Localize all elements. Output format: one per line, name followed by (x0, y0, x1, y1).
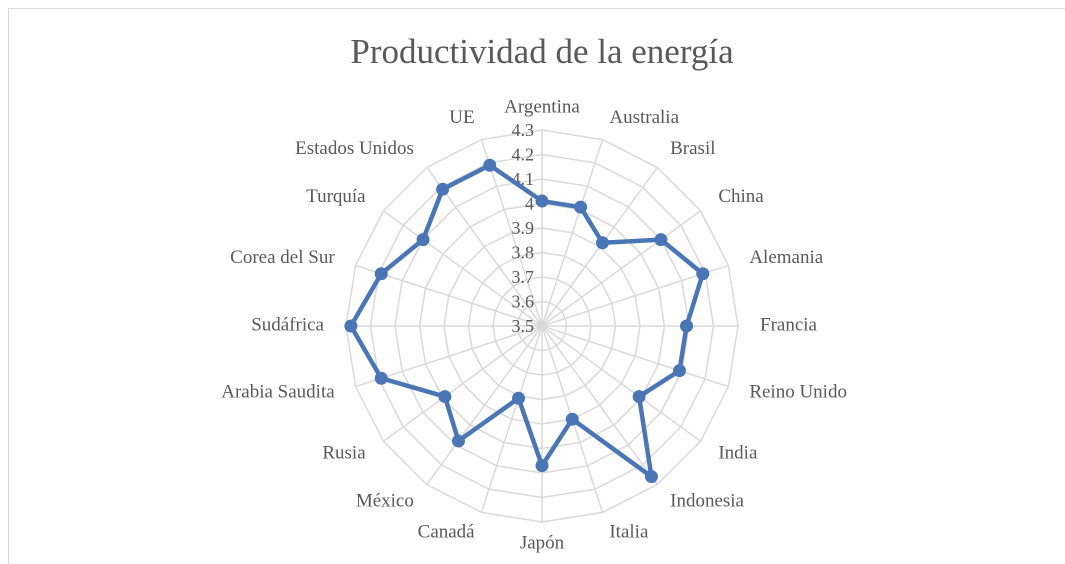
data-point (416, 233, 430, 247)
axis-tick-label: 3.8 (512, 243, 535, 263)
spoke (382, 210, 543, 327)
category-label: Indonesia (670, 491, 744, 512)
axis-tick-label: 4.3 (512, 120, 535, 140)
axis-tick-label: 3.6 (512, 292, 535, 312)
category-label: Sudáfrica (251, 314, 324, 335)
data-point (696, 267, 710, 281)
spoke (480, 325, 543, 513)
category-label: Canadá (418, 522, 476, 543)
data-point (438, 390, 452, 404)
spoke (426, 325, 543, 486)
category-label: Australia (609, 107, 679, 128)
axis-tick-label: 4 (525, 194, 534, 214)
category-label: Estados Unidos (295, 138, 414, 159)
spoke (541, 325, 658, 486)
category-label: China (718, 186, 764, 207)
data-point (483, 158, 497, 172)
data-point (344, 319, 358, 333)
category-label: Alemania (749, 247, 823, 268)
data-point (374, 371, 388, 385)
spoke (541, 139, 604, 327)
category-label: UE (449, 107, 474, 128)
category-label: Corea del Sur (230, 247, 335, 268)
data-point (535, 459, 549, 473)
axis-tick-label: 3.5 (512, 316, 535, 336)
category-label: Arabia Saudita (221, 382, 335, 403)
category-label: Japón (520, 532, 565, 553)
spoke (382, 325, 543, 442)
category-label: Argentina (504, 96, 580, 117)
category-label: India (718, 442, 758, 463)
data-point (451, 434, 465, 448)
data-point (535, 194, 549, 208)
category-label: Italia (609, 522, 649, 543)
category-label: México (356, 491, 414, 512)
data-point (632, 390, 646, 404)
category-label: Rusia (322, 442, 366, 463)
spoke (541, 210, 702, 327)
category-label: Reino Unido (749, 382, 847, 403)
data-point (574, 200, 588, 214)
data-point (672, 364, 686, 378)
data-point (565, 412, 579, 426)
axis-tick-label: 3.9 (512, 218, 535, 238)
data-point (644, 470, 658, 484)
axis-tick-label: 4.2 (512, 145, 535, 165)
category-label: Turquía (306, 186, 366, 207)
data-point (680, 319, 694, 333)
spoke (541, 325, 702, 442)
chart-title: Productividad de la energía (350, 32, 734, 71)
data-point (436, 182, 450, 196)
data-point (374, 267, 388, 281)
spoke (541, 325, 729, 388)
chart-frame (8, 8, 1065, 564)
data-point (512, 391, 526, 405)
category-label: Francia (760, 314, 818, 335)
axis-tick-label: 3.7 (512, 267, 535, 287)
category-label: Brasil (670, 138, 715, 159)
data-point (595, 236, 609, 250)
data-point (654, 233, 668, 247)
